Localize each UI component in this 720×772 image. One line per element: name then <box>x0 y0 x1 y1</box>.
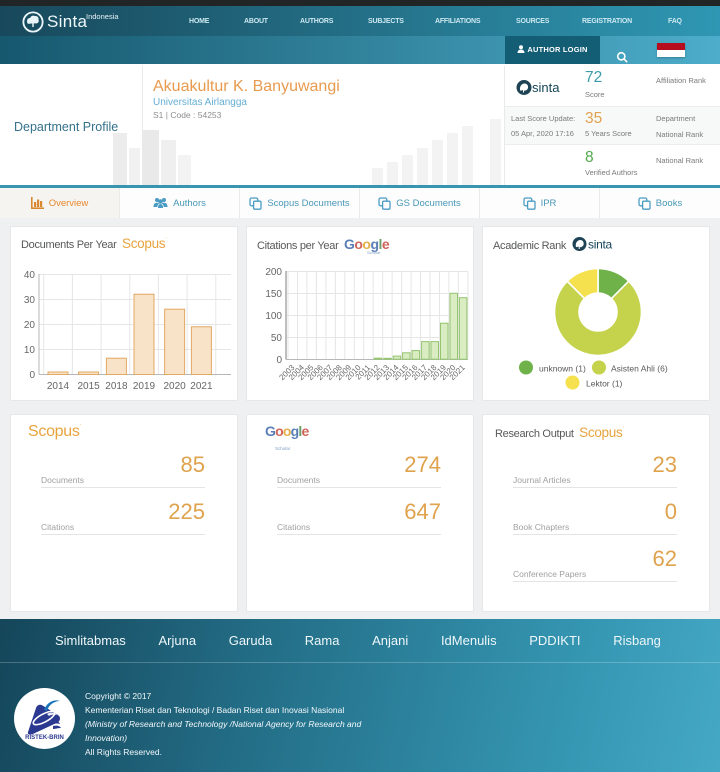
svg-text:20: 20 <box>24 320 36 331</box>
svg-text:2015: 2015 <box>77 381 100 392</box>
svg-text:sinta: sinta <box>588 238 612 252</box>
svg-text:50: 50 <box>271 333 283 344</box>
svg-text:150: 150 <box>265 289 282 300</box>
svg-text:Asisten Ahli (6): Asisten Ahli (6) <box>611 364 668 374</box>
svg-text:2018: 2018 <box>105 381 128 392</box>
svg-text:2020: 2020 <box>163 381 186 392</box>
svg-text:2019: 2019 <box>133 381 156 392</box>
svg-text:0: 0 <box>276 355 282 366</box>
svg-text:2014: 2014 <box>47 381 70 392</box>
svg-text:100: 100 <box>265 311 282 322</box>
svg-text:40: 40 <box>24 270 36 281</box>
svg-text:10: 10 <box>24 345 36 356</box>
svg-text:sinta: sinta <box>532 80 560 95</box>
svg-text:RISTEK-BRIN: RISTEK-BRIN <box>25 735 64 741</box>
svg-text:30: 30 <box>24 295 36 306</box>
svg-text:Lektor (1): Lektor (1) <box>586 379 623 389</box>
svg-text:unknown (1): unknown (1) <box>539 364 586 374</box>
svg-text:0: 0 <box>29 370 35 381</box>
svg-text:200: 200 <box>265 267 282 278</box>
svg-text:2021: 2021 <box>190 381 213 392</box>
